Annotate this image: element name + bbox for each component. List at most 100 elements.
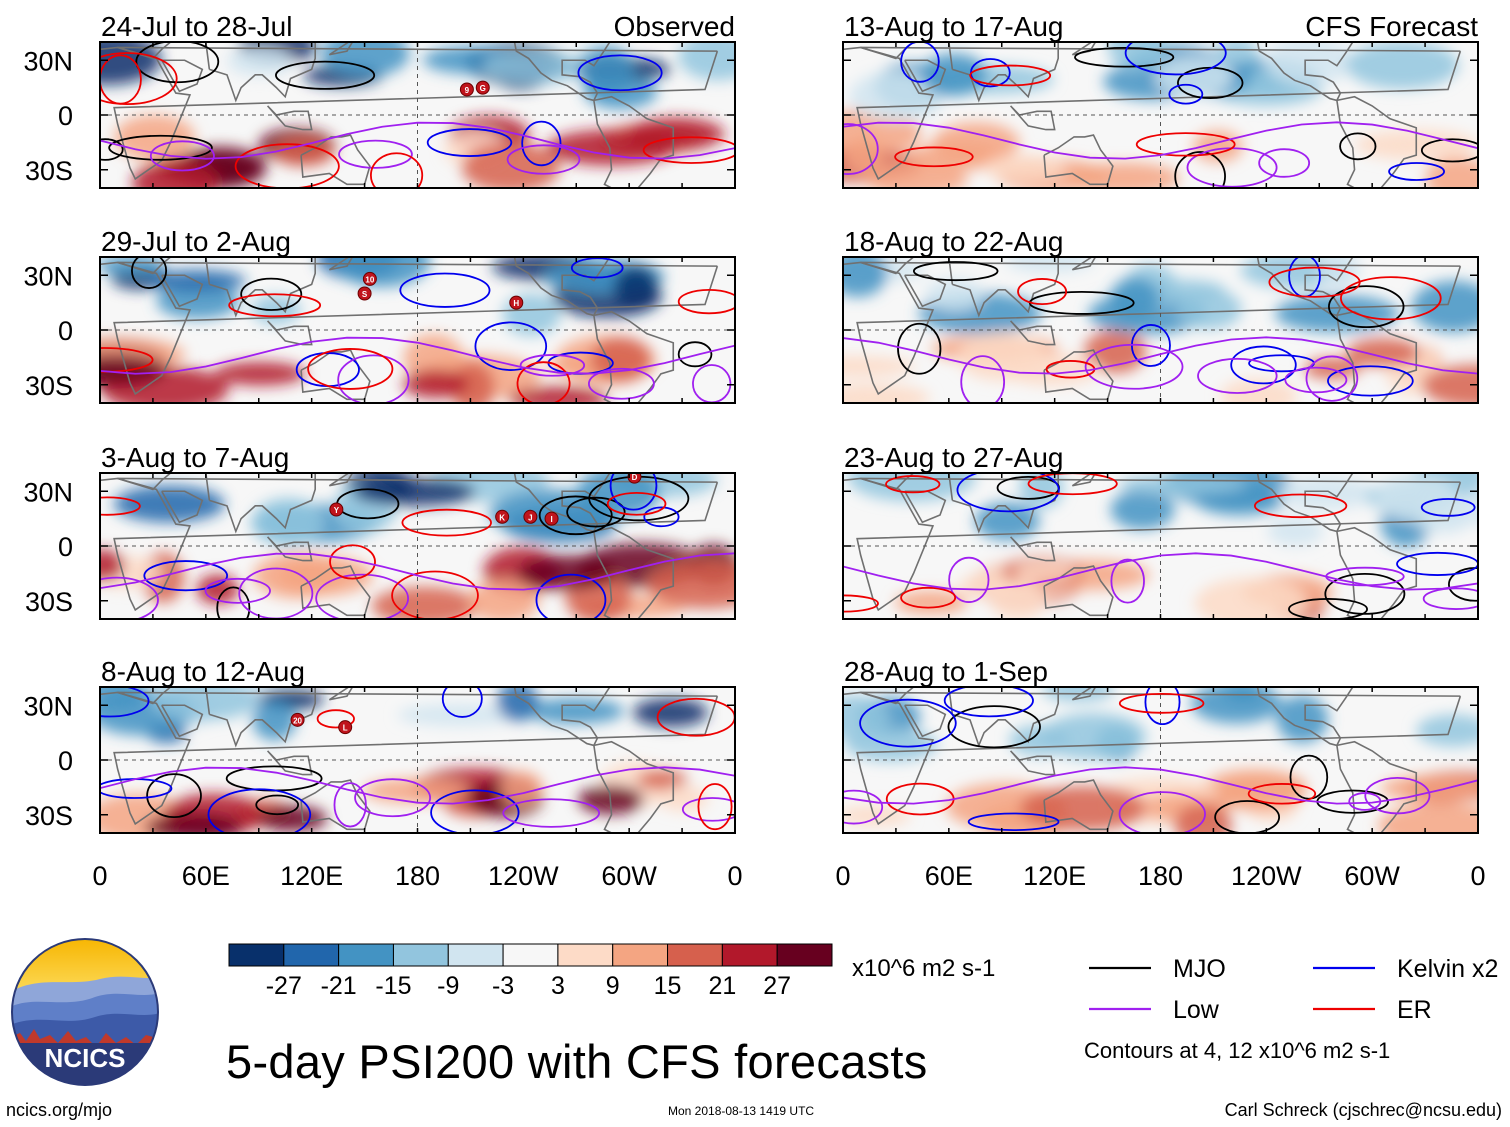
contour-er <box>1340 276 1442 321</box>
storm-marker: L <box>338 720 353 735</box>
shading-blob <box>1194 577 1309 619</box>
storm-symbol <box>627 473 642 484</box>
contour-kelvin-x2 <box>441 687 483 718</box>
column-label: Observed <box>614 11 735 42</box>
storm-symbol <box>290 712 305 727</box>
coastline <box>513 687 611 747</box>
shading-blob <box>496 687 539 722</box>
shading-blob <box>100 355 166 384</box>
coastline <box>948 42 1059 103</box>
storm-marker: I <box>544 511 559 526</box>
contour-low <box>1197 357 1278 394</box>
y-tick-label: 30N <box>23 261 73 291</box>
map-panel: 28-Aug to 1-Sep <box>842 656 1479 834</box>
storm-symbol <box>329 502 344 517</box>
contour-kelvin-x2 <box>521 120 562 167</box>
contour-kelvin-x2 <box>474 321 548 371</box>
y-tick-label: 30S <box>25 587 73 617</box>
psi-shading <box>100 257 666 403</box>
shading-blob <box>1346 42 1459 90</box>
map-panel: D Y K J I 30N 0 30S 3-Aug to 7-Aug <box>23 442 736 620</box>
contour-kelvin-x2 <box>609 473 658 511</box>
contour-low <box>506 144 581 175</box>
shading-blob <box>482 50 584 85</box>
contour-kelvin-x2 <box>1388 162 1445 181</box>
contour-note: Contours at 4, 12 x10^6 m2 s-1 <box>1084 1038 1391 1063</box>
contour-mjo <box>1288 598 1368 619</box>
x-tick-label: 60W <box>1344 861 1400 891</box>
storm-marker: 20 <box>290 712 305 727</box>
contour-mjo <box>1420 138 1478 163</box>
coastlines <box>843 42 1462 188</box>
shading-blob <box>353 477 476 507</box>
storm-label: K <box>499 513 505 522</box>
coastline <box>513 473 611 533</box>
storm-label: I <box>550 515 552 524</box>
shading-blob <box>982 154 1066 182</box>
coastline <box>1336 526 1418 619</box>
contour-mjo <box>131 257 168 289</box>
coastline <box>856 691 1462 826</box>
contour-er <box>100 52 178 105</box>
wave-contours <box>100 473 735 619</box>
shading-blob <box>1375 473 1457 521</box>
shading-blob <box>1019 786 1148 831</box>
shading-blob <box>461 142 561 188</box>
contour-mjo <box>1328 285 1405 329</box>
contour-mjo <box>1174 151 1226 188</box>
contour-er <box>370 152 424 188</box>
shading-blob <box>613 265 659 309</box>
storm-symbol <box>495 509 510 524</box>
contour-low-band <box>100 766 735 805</box>
contour-low-band <box>843 121 1478 160</box>
line-legend: MJO Kelvin x2 Low ER <box>1089 955 1498 1024</box>
colorbar-swatch <box>502 943 559 967</box>
contour-low <box>1110 558 1145 604</box>
contour-mjo <box>1214 800 1280 833</box>
contour-er <box>234 143 340 188</box>
coastline <box>100 687 172 705</box>
storm-symbol <box>523 509 538 524</box>
storm-label: J <box>528 513 532 522</box>
x-tick-label: 180 <box>1138 861 1183 891</box>
shading-blob <box>1040 713 1147 760</box>
shading-blob <box>1421 364 1478 403</box>
shading-blob <box>1118 474 1248 495</box>
storm-label: S <box>362 290 368 299</box>
map-panel: 9 G 30N 0 30S 24-Jul to 28-Jul Observed <box>23 11 736 189</box>
colorbar-swatch <box>776 943 833 967</box>
shading-blob <box>1173 804 1233 833</box>
coastline <box>843 257 915 275</box>
shading-blob <box>196 574 239 605</box>
coastline <box>161 274 204 308</box>
site-link[interactable]: ncics.org/mjo <box>6 1100 113 1120</box>
psi-shading <box>100 42 735 188</box>
storm-symbol <box>475 80 490 95</box>
coastline <box>1071 473 1097 487</box>
contour-kelvin-x2 <box>1396 551 1478 576</box>
contour-er <box>1135 132 1236 157</box>
shading-blob <box>849 71 943 122</box>
contour-mjo <box>135 42 220 84</box>
contour-low <box>1118 791 1206 833</box>
contour-low <box>100 576 159 619</box>
colorbar-swatch <box>557 943 614 967</box>
shading-blob <box>844 137 885 174</box>
coastline <box>300 565 371 617</box>
shading-blob <box>843 355 916 377</box>
shading-blob <box>517 555 616 591</box>
coastline <box>1009 320 1056 346</box>
shading-blob <box>1346 338 1421 367</box>
coastline <box>1043 349 1114 401</box>
panel-title: 29-Jul to 2-Aug <box>101 226 291 257</box>
coastline <box>113 477 719 612</box>
coastline <box>161 490 204 524</box>
x-tick-label: 60E <box>182 861 230 891</box>
coastline <box>1009 105 1056 131</box>
coastline <box>513 257 611 317</box>
contour-kelvin-x2 <box>1327 365 1414 397</box>
colorbar-swatch <box>667 943 723 967</box>
contour-low <box>1305 355 1359 402</box>
contour-low <box>960 355 1006 403</box>
